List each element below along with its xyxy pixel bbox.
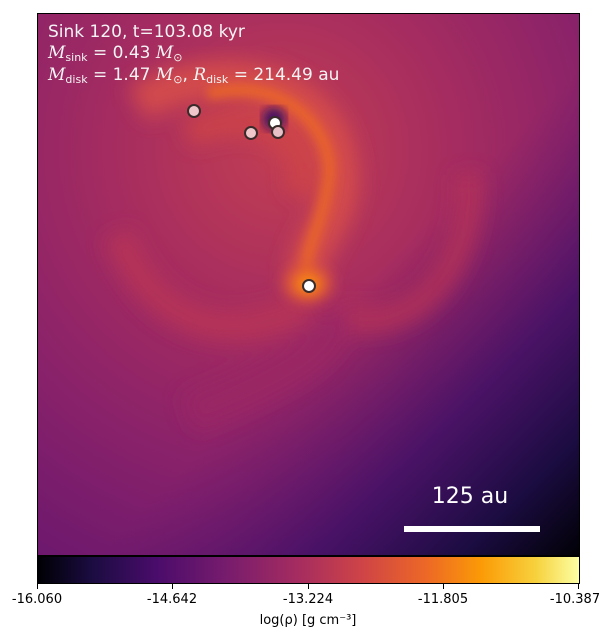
disk-mass-radius-text: Mdisk = 1.47 M⊙, Rdisk = 214.49 au (48, 65, 340, 86)
sink-title: Sink 120, t=103.08 kyr (48, 22, 245, 42)
colorbar-tick-label: -13.224 (282, 592, 334, 607)
scale-bar (404, 526, 540, 532)
scale-bar-label: 125 au (431, 484, 509, 509)
colorbar-tick-label: -11.805 (417, 592, 469, 607)
colorbar-tick (443, 584, 444, 589)
colorbar (37, 556, 580, 584)
colorbar-tick-label: -14.642 (146, 592, 198, 607)
colorbar-tick (308, 584, 309, 589)
colorbar-tick-label: -10.387 (549, 592, 601, 607)
colorbar-tick-label: -16.060 (11, 592, 63, 607)
colorbar-tick (578, 584, 579, 589)
sink-marker (302, 279, 316, 293)
density-map-panel: Sink 120, t=103.08 kyr Msink = 0.43 M⊙ M… (37, 13, 580, 556)
colorbar-tick (37, 584, 38, 589)
colorbar-label: log(ρ) [g cm⁻³] (259, 613, 357, 628)
sink-marker (187, 104, 201, 118)
sink-marker (271, 125, 285, 139)
colorbar-tick (172, 584, 173, 589)
sink-marker (244, 126, 258, 140)
sink-mass-text: Msink = 0.43 M⊙ (48, 43, 183, 64)
